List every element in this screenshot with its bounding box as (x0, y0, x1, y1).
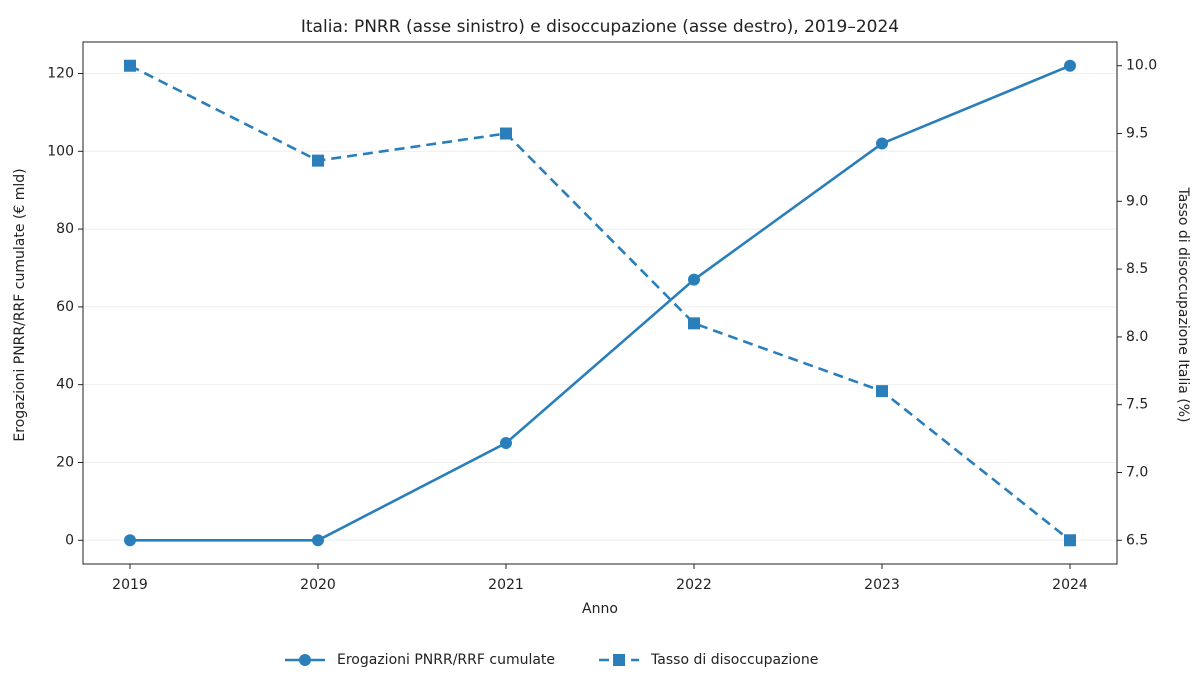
series-line (130, 64, 1071, 542)
y2-axis-label: Tasso di disoccupazione Italia (%) (1175, 187, 1191, 423)
data-point (688, 273, 700, 286)
y-tick-label: 60 (56, 299, 74, 315)
legend-marker (299, 654, 311, 666)
y-tick-label: 20 (56, 454, 74, 470)
y-tick-label: 40 (56, 377, 74, 393)
y2-tick-label: 9.0 (1126, 193, 1148, 209)
y-tick-label: 100 (47, 143, 74, 159)
data-point (500, 437, 512, 450)
x-tick-label: 2019 (112, 577, 148, 593)
legend-label: Erogazioni PNRR/RRF cumulate (337, 652, 555, 668)
series-line (129, 64, 1071, 542)
x-tick-label: 2020 (300, 577, 336, 593)
data-point (1064, 534, 1076, 547)
data-point (312, 154, 324, 167)
x-tick-label: 2021 (488, 577, 524, 593)
legend-marker (613, 654, 626, 666)
x-tick-label: 2023 (864, 577, 900, 593)
data-point (124, 534, 136, 547)
x-tick-label: 2022 (676, 577, 712, 593)
y2-tick-label: 8.0 (1126, 329, 1148, 345)
y-tick-label: 0 (65, 532, 74, 548)
plot-frame (82, 41, 1118, 565)
y2-tick-label: 7.0 (1126, 464, 1148, 480)
y2-tick-label: 6.5 (1126, 532, 1148, 548)
data-point (876, 137, 888, 150)
data-point (688, 317, 700, 330)
data-point (876, 385, 888, 398)
x-axis-label: Anno (582, 601, 618, 617)
legend-label: Tasso di disoccupazione (650, 652, 818, 668)
chart-title: Italia: PNRR (asse sinistro) e disoccupa… (301, 17, 899, 37)
y2-tick-label: 10.0 (1126, 58, 1157, 74)
y-axis-label: Erogazioni PNRR/RRF cumulate (€ mld) (12, 168, 28, 441)
x-tick-label: 2024 (1052, 577, 1088, 593)
y2-tick-label: 9.5 (1126, 126, 1148, 142)
data-point (124, 59, 136, 72)
y2-tick-label: 8.5 (1126, 261, 1148, 277)
y2-tick-label: 7.5 (1126, 397, 1148, 413)
data-point (312, 534, 324, 547)
data-point (500, 127, 512, 140)
y-tick-label: 80 (56, 221, 74, 237)
y-tick-label: 120 (47, 66, 74, 82)
data-point (1064, 59, 1076, 72)
